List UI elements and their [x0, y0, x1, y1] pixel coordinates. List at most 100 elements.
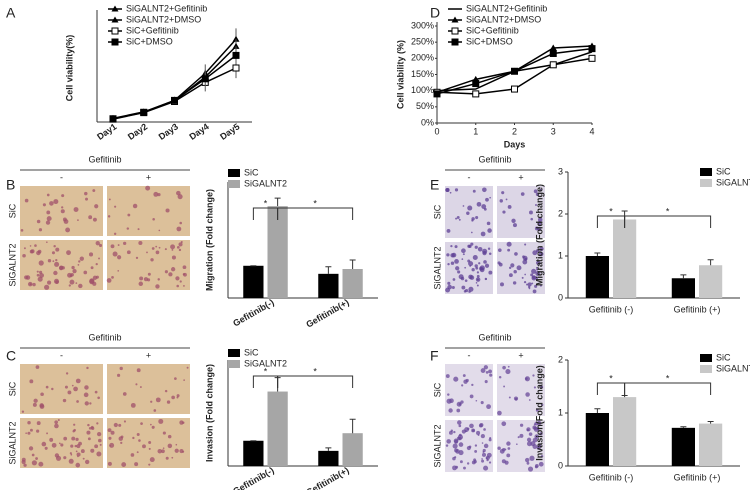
cell	[178, 248, 182, 252]
cell	[94, 444, 99, 449]
cell	[450, 253, 455, 258]
cell	[175, 276, 180, 281]
marker	[111, 16, 119, 23]
cell	[137, 228, 140, 231]
row-label: SiGALNT2	[7, 421, 17, 464]
cell	[445, 444, 449, 447]
micrograph	[445, 364, 493, 416]
cell	[507, 365, 510, 368]
cell	[458, 442, 464, 447]
error-bar	[594, 408, 601, 413]
cell	[480, 231, 486, 237]
x-tick-label: Day2	[126, 121, 149, 142]
cell	[481, 452, 487, 457]
x-tick-label: 4	[589, 126, 594, 136]
cell	[75, 437, 79, 442]
cell	[469, 265, 472, 267]
cell	[501, 421, 507, 427]
cell	[130, 402, 136, 408]
cell	[109, 442, 115, 448]
row-label: SiGALNT2	[7, 243, 17, 286]
cell	[120, 441, 123, 445]
cell	[483, 428, 486, 431]
cell	[487, 228, 492, 233]
cell	[27, 281, 33, 287]
micrograph-bg	[20, 240, 103, 290]
y-axis-title: Invasion (Fold change)	[204, 364, 214, 462]
cell	[453, 430, 456, 434]
cell	[471, 383, 474, 387]
cell	[466, 211, 470, 215]
cell	[507, 248, 511, 252]
legend-label: SiGALNT2	[244, 178, 287, 188]
cell	[162, 447, 165, 449]
cell	[113, 422, 118, 428]
cell	[36, 273, 40, 277]
cell	[479, 267, 485, 273]
panel-label: D	[430, 5, 440, 21]
cell	[164, 389, 168, 393]
bar	[342, 269, 363, 298]
cell	[471, 268, 475, 272]
legend-label: SiGALNT2	[244, 358, 287, 368]
cell	[511, 218, 516, 223]
cell	[23, 247, 26, 250]
cell	[157, 278, 160, 281]
cell	[526, 437, 532, 442]
cell	[488, 461, 492, 464]
cell	[498, 248, 502, 252]
cell	[481, 204, 487, 209]
cell	[454, 439, 459, 444]
cell	[469, 394, 474, 399]
cell	[119, 366, 123, 371]
cell	[508, 273, 513, 278]
cell	[86, 430, 91, 435]
cell	[29, 245, 32, 247]
cell	[472, 429, 475, 432]
column-label: -	[468, 350, 471, 360]
cell	[112, 251, 118, 257]
cell	[475, 399, 478, 402]
bar	[585, 413, 609, 466]
cell	[513, 396, 519, 401]
cell	[151, 425, 155, 429]
micrograph-bg	[20, 364, 103, 414]
micrograph-bg	[107, 186, 190, 236]
cell	[165, 456, 169, 460]
cell	[514, 252, 518, 256]
cell	[158, 229, 161, 232]
legend-swatch	[228, 180, 240, 188]
cell	[22, 253, 26, 258]
cell	[539, 385, 544, 389]
y-axis-title: Migration (Fold change)	[534, 184, 544, 286]
cell	[46, 210, 51, 215]
cell	[530, 273, 534, 277]
cell	[183, 285, 185, 287]
cell	[25, 275, 31, 280]
cell	[480, 368, 486, 373]
cell	[65, 227, 71, 233]
cell	[123, 420, 127, 423]
cell	[179, 280, 182, 283]
cell	[501, 459, 506, 464]
cell	[534, 284, 538, 288]
cell	[25, 432, 28, 435]
cell	[488, 270, 493, 275]
cell	[512, 223, 517, 228]
legend-label: SiC	[716, 352, 731, 362]
column-label: +	[146, 172, 151, 182]
cell	[54, 453, 60, 458]
cell	[541, 403, 544, 407]
cell	[164, 270, 168, 274]
cell	[454, 456, 457, 459]
cell	[467, 259, 471, 263]
x-tick-label: Day3	[157, 121, 180, 142]
cell	[525, 392, 530, 397]
cell	[488, 369, 492, 374]
cell	[477, 246, 483, 252]
cell	[175, 443, 178, 446]
cell	[54, 420, 58, 424]
column-label: -	[60, 172, 63, 182]
x-tick-label: Gefitinib (+)	[674, 472, 721, 482]
x-tick-label: 0	[434, 126, 439, 136]
